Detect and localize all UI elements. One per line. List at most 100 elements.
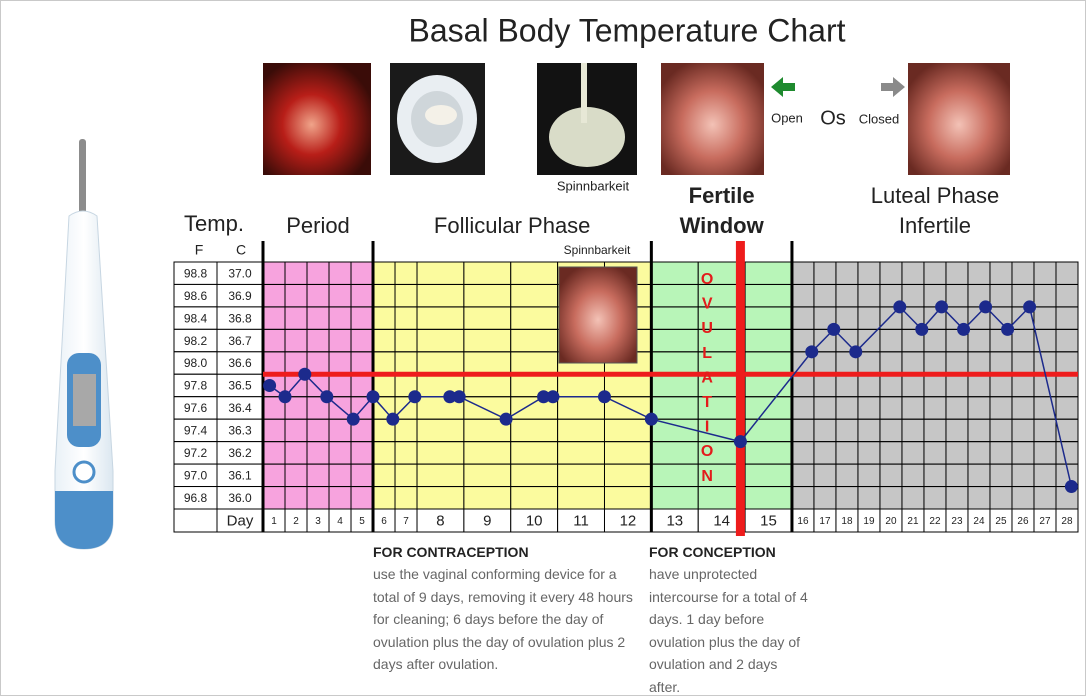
page: Basal Body Temperature Chart Spinnbarkei… xyxy=(0,0,1086,696)
chart-title: Basal Body Temperature Chart xyxy=(409,12,846,48)
y2-tick-label: 37.0 xyxy=(228,266,252,280)
phase-label: Follicular Phase xyxy=(427,211,597,241)
temperature-point xyxy=(805,345,818,358)
inset-label: Spinnbarkeit xyxy=(564,243,631,257)
temperature-point xyxy=(546,390,559,403)
y-tick-label: 98.8 xyxy=(184,266,208,280)
y2-tick-label: 36.9 xyxy=(228,289,252,303)
x-tick-label: 7 xyxy=(403,516,409,527)
thermometer-tip xyxy=(79,139,86,219)
day-column xyxy=(792,262,814,509)
day-column xyxy=(1012,262,1034,509)
y-tick-label: 97.8 xyxy=(184,379,208,393)
day-column xyxy=(880,262,902,509)
os-label: Os xyxy=(820,107,846,129)
x-tick-label: 2 xyxy=(293,516,299,527)
x-tick-label: 27 xyxy=(1039,516,1051,527)
y2-tick-label: 36.4 xyxy=(228,401,252,415)
note-text: use the vaginal conforming device for a … xyxy=(373,563,635,676)
x-tick-label: 17 xyxy=(819,516,831,527)
temperature-point xyxy=(386,413,399,426)
photo-detail xyxy=(425,105,457,125)
ovulation-label: OVULATION xyxy=(698,271,716,492)
x-axis-title: Day xyxy=(227,512,254,529)
temperature-point xyxy=(408,390,421,403)
temperature-point xyxy=(979,300,992,313)
day-column xyxy=(902,262,924,509)
note-heading: FOR CONCEPTION xyxy=(649,541,811,563)
temperature-point xyxy=(279,390,292,403)
temperature-point xyxy=(367,390,380,403)
temperature-point xyxy=(320,390,333,403)
photo xyxy=(661,63,764,175)
thermometer-base xyxy=(55,491,113,549)
arrow-open xyxy=(771,77,795,97)
note-heading: FOR CONTRACEPTION xyxy=(373,541,635,563)
day-column xyxy=(1034,262,1056,509)
y2-tick-label: 36.2 xyxy=(228,446,252,460)
photo xyxy=(908,63,1010,175)
y-tick-label: 97.4 xyxy=(184,424,208,438)
y-tick-label: 98.4 xyxy=(184,311,208,325)
arrow-closed xyxy=(881,77,905,97)
x-tick-label: 19 xyxy=(863,516,875,527)
y2-tick-label: 36.1 xyxy=(228,468,252,482)
y-tick-label: 98.2 xyxy=(184,334,208,348)
y2-tick-label: 36.5 xyxy=(228,379,252,393)
temperature-point xyxy=(598,390,611,403)
photo-detail xyxy=(581,63,587,123)
day-column xyxy=(464,262,511,509)
x-tick-label: 18 xyxy=(841,516,853,527)
x-tick-label: 26 xyxy=(1017,516,1029,527)
x-tick-label: 16 xyxy=(797,516,809,527)
photo-caption: Spinnbarkeit xyxy=(557,178,630,193)
day-column xyxy=(990,262,1012,509)
day-label-cell xyxy=(174,509,217,532)
x-tick-label: 13 xyxy=(666,512,683,529)
day-column xyxy=(858,262,880,509)
x-tick-label: 3 xyxy=(315,516,321,527)
temperature-point xyxy=(298,368,311,381)
x-tick-label: 22 xyxy=(929,516,941,527)
day-column xyxy=(814,262,836,509)
y2-tick-label: 36.6 xyxy=(228,356,252,370)
phase-label: Period xyxy=(263,211,373,241)
temperature-point xyxy=(827,323,840,336)
y2-tick-label: 36.8 xyxy=(228,311,252,325)
day-column xyxy=(373,262,395,509)
day-column xyxy=(417,262,464,509)
temperature-point xyxy=(1023,300,1036,313)
y2-tick-label: 36.3 xyxy=(228,424,252,438)
temperature-point xyxy=(263,379,276,392)
x-tick-label: 24 xyxy=(973,516,985,527)
x-tick-label: 1 xyxy=(271,516,277,527)
temperature-point xyxy=(893,300,906,313)
y2-unit-label: C xyxy=(236,242,246,258)
y-tick-label: 97.6 xyxy=(184,401,208,415)
temperature-point xyxy=(645,413,658,426)
y-tick-label: 98.0 xyxy=(184,356,208,370)
y-tick-label: 98.6 xyxy=(184,289,208,303)
temperature-point xyxy=(849,345,862,358)
day-column xyxy=(924,262,946,509)
os-closed-label: Closed xyxy=(859,111,899,126)
day-column xyxy=(285,262,307,509)
temperature-point xyxy=(957,323,970,336)
temperature-point xyxy=(1001,323,1014,336)
x-tick-label: 12 xyxy=(620,512,637,529)
y-tick-label: 97.2 xyxy=(184,446,208,460)
y-tick-label: 97.0 xyxy=(184,468,208,482)
temperature-point xyxy=(915,323,928,336)
y-unit-label: F xyxy=(195,242,204,258)
x-tick-label: 23 xyxy=(951,516,963,527)
os-open-label: Open xyxy=(771,110,803,125)
thermometer-button xyxy=(74,462,94,482)
thermometer xyxy=(55,139,113,549)
temperature-point xyxy=(935,300,948,313)
day-column xyxy=(511,262,558,509)
x-tick-label: 15 xyxy=(760,512,777,529)
day-column xyxy=(307,262,329,509)
temperature-point xyxy=(453,390,466,403)
y2-tick-label: 36.0 xyxy=(228,491,252,505)
